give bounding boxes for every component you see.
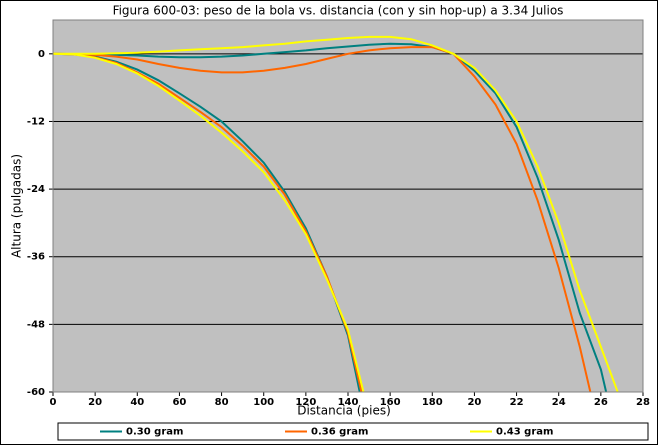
legend-label: 0.30 gram [126,427,183,438]
series-line [53,42,608,392]
x-tick-label: 60 [172,397,186,408]
plot-lines [53,35,619,392]
x-tick-label: 40 [130,397,144,408]
x-tick-label: 26 [594,397,608,408]
x-tick-label: 24 [552,397,566,408]
x-tick-label: 160 [380,397,401,408]
legend-box [57,422,649,441]
x-tick-label: 100 [253,397,274,408]
y-tick-label: -12 [27,116,45,127]
x-tick-label: 80 [215,397,229,408]
y-tick-label: -60 [27,387,45,398]
x-tick-label: 20 [467,397,481,408]
x-tick-label: 22 [510,397,524,408]
x-tick-label: 0 [50,397,57,408]
y-tick-label: 0 [38,49,45,60]
series-line [53,35,619,392]
series-line [53,46,592,392]
y-axis-label: Altura (pulgadas) [10,154,24,258]
y-tick-label: -36 [27,252,45,263]
x-tick-label: 140 [338,397,359,408]
chart-title: Figura 600-03: peso de la bola vs. dista… [113,4,564,18]
legend-label: 0.36 gram [311,427,368,438]
x-tick-label: 28 [636,397,650,408]
y-tick-label: -24 [27,184,45,195]
series-line [53,52,365,392]
x-tick-label: 180 [422,397,443,408]
x-axis-label: Distancia (pies) [297,404,391,418]
plot-border [52,19,644,393]
x-tick-label: 20 [88,397,102,408]
x-tick-label: 120 [295,397,316,408]
y-tick-label: -48 [27,319,45,330]
legend-label: 0.43 gram [496,427,553,438]
